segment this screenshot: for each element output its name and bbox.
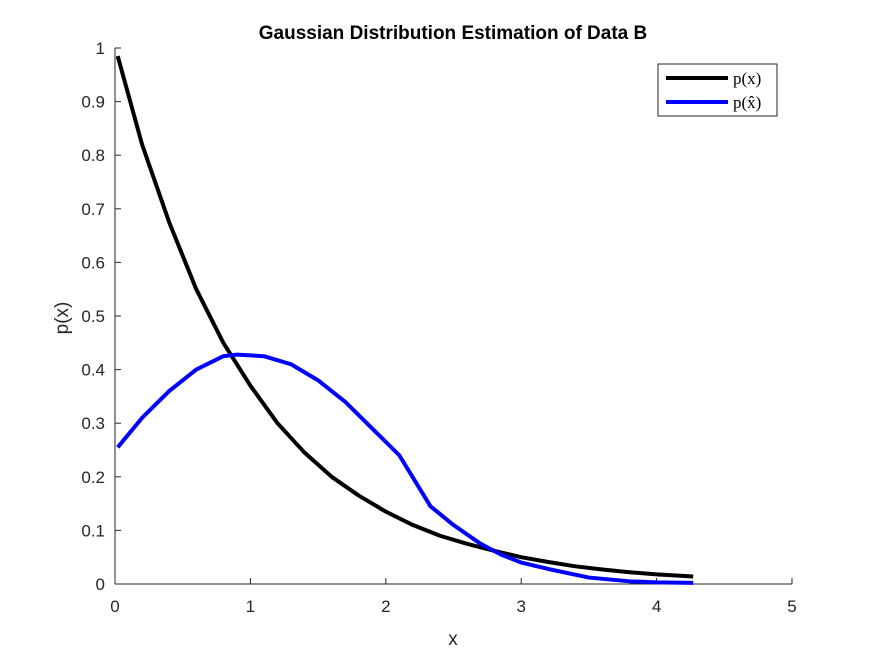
y-tick-label: 0.9 xyxy=(81,93,105,112)
y-tick-label: 1 xyxy=(96,39,105,58)
x-ticks: 0 1 2 3 4 5 xyxy=(110,578,797,616)
x-tick-label: 4 xyxy=(652,597,661,616)
y-tick-label: 0.4 xyxy=(81,361,105,380)
chart-title: Gaussian Distribution Estimation of Data… xyxy=(259,23,648,44)
y-ticks: 0 0.1 0.2 0.3 0.4 0.5 0.6 0.7 0.8 0.9 1 xyxy=(81,39,121,594)
series-line-0 xyxy=(115,55,694,579)
x-axis-label: x xyxy=(448,629,458,650)
y-tick-label: 0.1 xyxy=(81,521,105,540)
y-tick-label: 0 xyxy=(96,575,105,594)
x-tick-label: 5 xyxy=(787,597,796,616)
y-tick-label: 0.5 xyxy=(81,307,105,326)
series-group xyxy=(115,55,694,585)
legend-label-p-x: p(x) xyxy=(733,69,761,88)
legend-box xyxy=(657,63,778,117)
y-axis-label: p(x) xyxy=(52,302,73,335)
series-line-1 xyxy=(116,352,694,585)
x-tick-label: 3 xyxy=(516,597,525,616)
y-tick-label: 0.2 xyxy=(81,468,105,487)
legend-label-p-x-hat: p(x̂) xyxy=(733,93,761,112)
y-tick-label: 0.3 xyxy=(81,414,105,433)
x-tick-label: 0 xyxy=(110,597,119,616)
x-tick-label: 2 xyxy=(381,597,390,616)
y-tick-label: 0.7 xyxy=(81,200,105,219)
y-tick-label: 0.6 xyxy=(81,253,105,272)
legend: p(x) p(x̂) xyxy=(657,63,778,117)
y-tick-label: 0.8 xyxy=(81,146,105,165)
axes: 0 1 2 3 4 5 0 0.1 0.2 0.3 0.4 0.5 0.6 0.7 0.8 0.9 1 xyxy=(81,39,796,616)
x-tick-label: 1 xyxy=(246,597,255,616)
